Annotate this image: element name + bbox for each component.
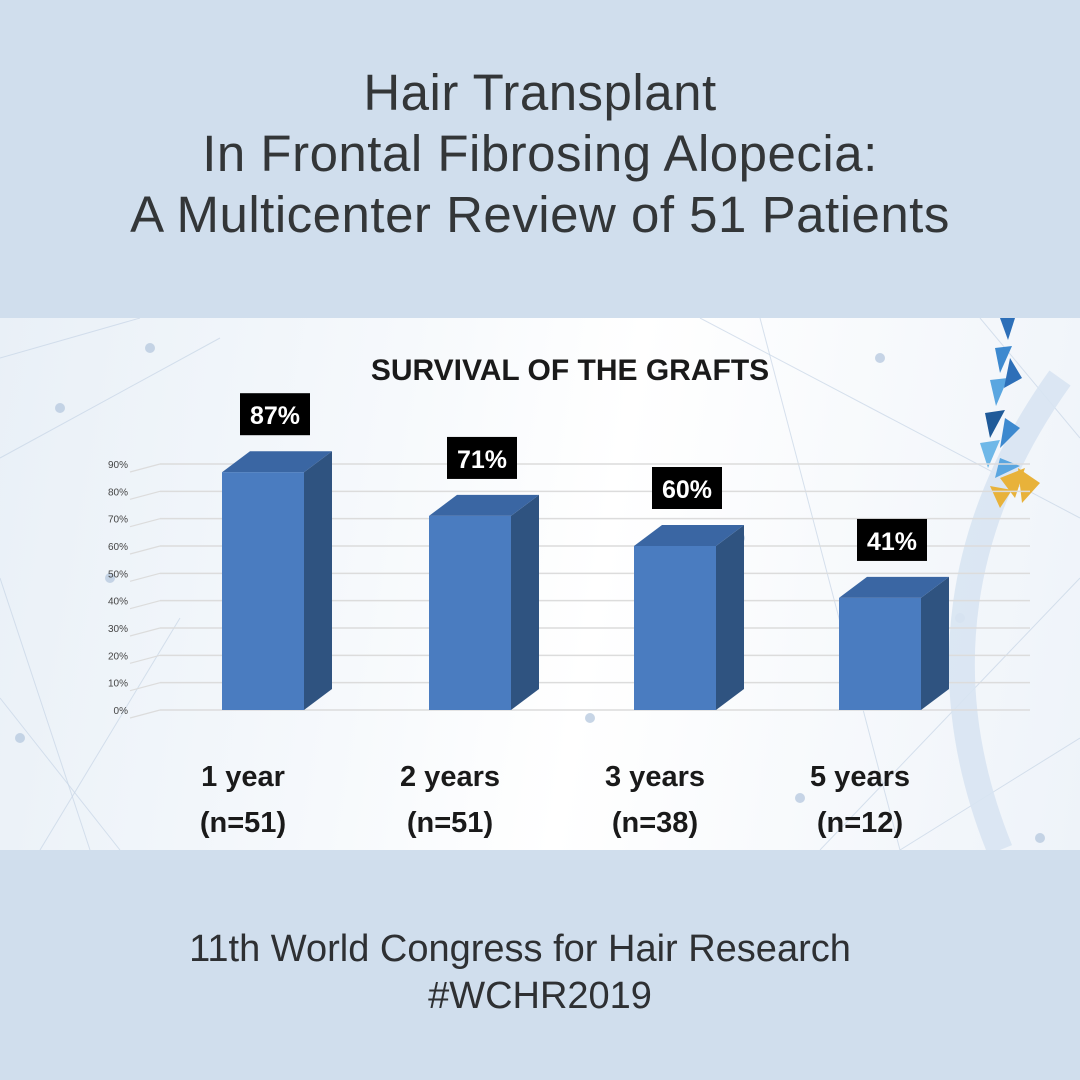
value-label-box <box>857 518 927 561</box>
bar-top <box>429 494 539 516</box>
sample-size-label: (n=51) <box>407 807 493 839</box>
category-label: 1 year <box>201 761 285 793</box>
bar-side <box>511 494 539 710</box>
logo-mosaic-piece <box>1000 318 1015 340</box>
grid-line-perspective <box>129 545 161 555</box>
logo-mosaic-piece <box>985 410 1005 438</box>
sample-size-label: (n=51) <box>200 807 286 839</box>
grid-line-perspective <box>129 518 161 528</box>
logo-mosaic-piece <box>1000 418 1020 448</box>
sample-size-label: (n=38) <box>612 807 698 839</box>
value-label: 60% <box>662 476 712 504</box>
congress-logo <box>980 318 1040 508</box>
network-line <box>819 577 1080 850</box>
grid-line-perspective <box>129 709 161 719</box>
y-tick-label: 90% <box>108 460 128 471</box>
bar-top <box>634 525 744 546</box>
graft-survival-chart: 0% 10% 20% 30% 40% 50% 60% 70% 80% 90% 87% 71% 60% 4… <box>0 318 1080 850</box>
network-node <box>15 733 25 743</box>
network-node <box>875 353 885 363</box>
logo-mosaic-piece <box>995 346 1012 373</box>
y-tick-label: 80% <box>108 487 128 498</box>
grid-line-perspective <box>129 682 161 692</box>
value-label-box <box>447 436 517 479</box>
grid-line-perspective <box>129 600 161 610</box>
network-line <box>979 318 1080 439</box>
y-tick-label: 40% <box>108 597 128 608</box>
logo-mosaic-piece <box>990 378 1008 406</box>
y-tick-label: 70% <box>108 515 128 526</box>
page-title: Hair Transplant In Frontal Fibrosing Alo… <box>0 62 1080 245</box>
y-tick-label: 20% <box>108 651 128 662</box>
title-line-2: In Frontal Fibrosing Alopecia: <box>202 125 878 182</box>
bar <box>222 472 304 710</box>
chart-bars <box>222 451 949 710</box>
y-axis-ticks: 0% 10% 20% 30% 40% 50% 60% 70% 80% 90% <box>108 460 128 717</box>
value-label-box <box>240 393 310 436</box>
value-label: 71% <box>457 446 507 474</box>
grid-line-perspective <box>129 463 161 473</box>
network-node <box>145 343 155 353</box>
network-node <box>795 793 805 803</box>
bar-top <box>839 576 949 598</box>
network-line <box>0 318 141 359</box>
grid-line-perspective <box>129 627 161 637</box>
network-node <box>55 403 65 413</box>
logo-mosaic-piece <box>1000 468 1025 498</box>
network-node <box>1035 833 1045 843</box>
value-label-box <box>652 467 722 509</box>
y-tick-label: 0% <box>114 706 129 717</box>
bar-side <box>304 451 332 710</box>
x-axis-labels: 1 year (n=51) 2 years (n=51) 3 years (n=38) 5 … <box>200 761 910 839</box>
footer: 11th World Congress for Hair Research #W… <box>0 926 1080 1020</box>
grid-line-perspective <box>129 490 161 500</box>
bar-side <box>716 525 744 710</box>
logo-mosaic-piece <box>980 440 1000 468</box>
network-line <box>0 337 221 459</box>
chart-title: SURVIVAL OF THE GRAFTS <box>371 354 769 387</box>
title-line-3: A Multicenter Review of 51 Patients <box>130 186 950 243</box>
bar <box>634 546 716 710</box>
network-node <box>585 713 595 723</box>
logo-mosaic-piece <box>1018 468 1040 503</box>
network-line <box>0 697 121 850</box>
value-label: 87% <box>250 402 300 430</box>
value-label: 41% <box>867 528 917 556</box>
event-name: 11th World Congress for Hair Research <box>189 928 851 970</box>
grid-line-perspective <box>129 572 161 582</box>
title-line-1: Hair Transplant <box>363 64 717 121</box>
swoosh-arc <box>948 370 1071 850</box>
sample-size-label: (n=12) <box>817 807 903 839</box>
y-tick-label: 10% <box>108 679 128 690</box>
bar <box>429 515 511 710</box>
bar-top <box>222 451 332 473</box>
chart-panel: 0% 10% 20% 30% 40% 50% 60% 70% 80% 90% 87% 71% 60% 4… <box>0 318 1080 850</box>
y-tick-label: 60% <box>108 542 128 553</box>
logo-mosaic-piece <box>995 458 1020 478</box>
bar-side <box>921 576 949 710</box>
network-background <box>0 318 1080 850</box>
logo-mosaic-piece <box>1004 358 1022 388</box>
network-node <box>105 573 115 583</box>
y-tick-label: 50% <box>108 569 128 580</box>
network-line <box>0 577 91 850</box>
network-line <box>759 318 901 850</box>
grid-line-perspective <box>129 654 161 664</box>
category-label: 2 years <box>400 761 500 793</box>
y-tick-label: 30% <box>108 624 128 635</box>
bar <box>839 597 921 710</box>
category-label: 5 years <box>810 761 910 793</box>
event-hashtag: #WCHR2019 <box>428 975 652 1017</box>
value-labels: 87% 71% 60% 41% <box>240 393 927 561</box>
category-label: 3 years <box>605 761 705 793</box>
